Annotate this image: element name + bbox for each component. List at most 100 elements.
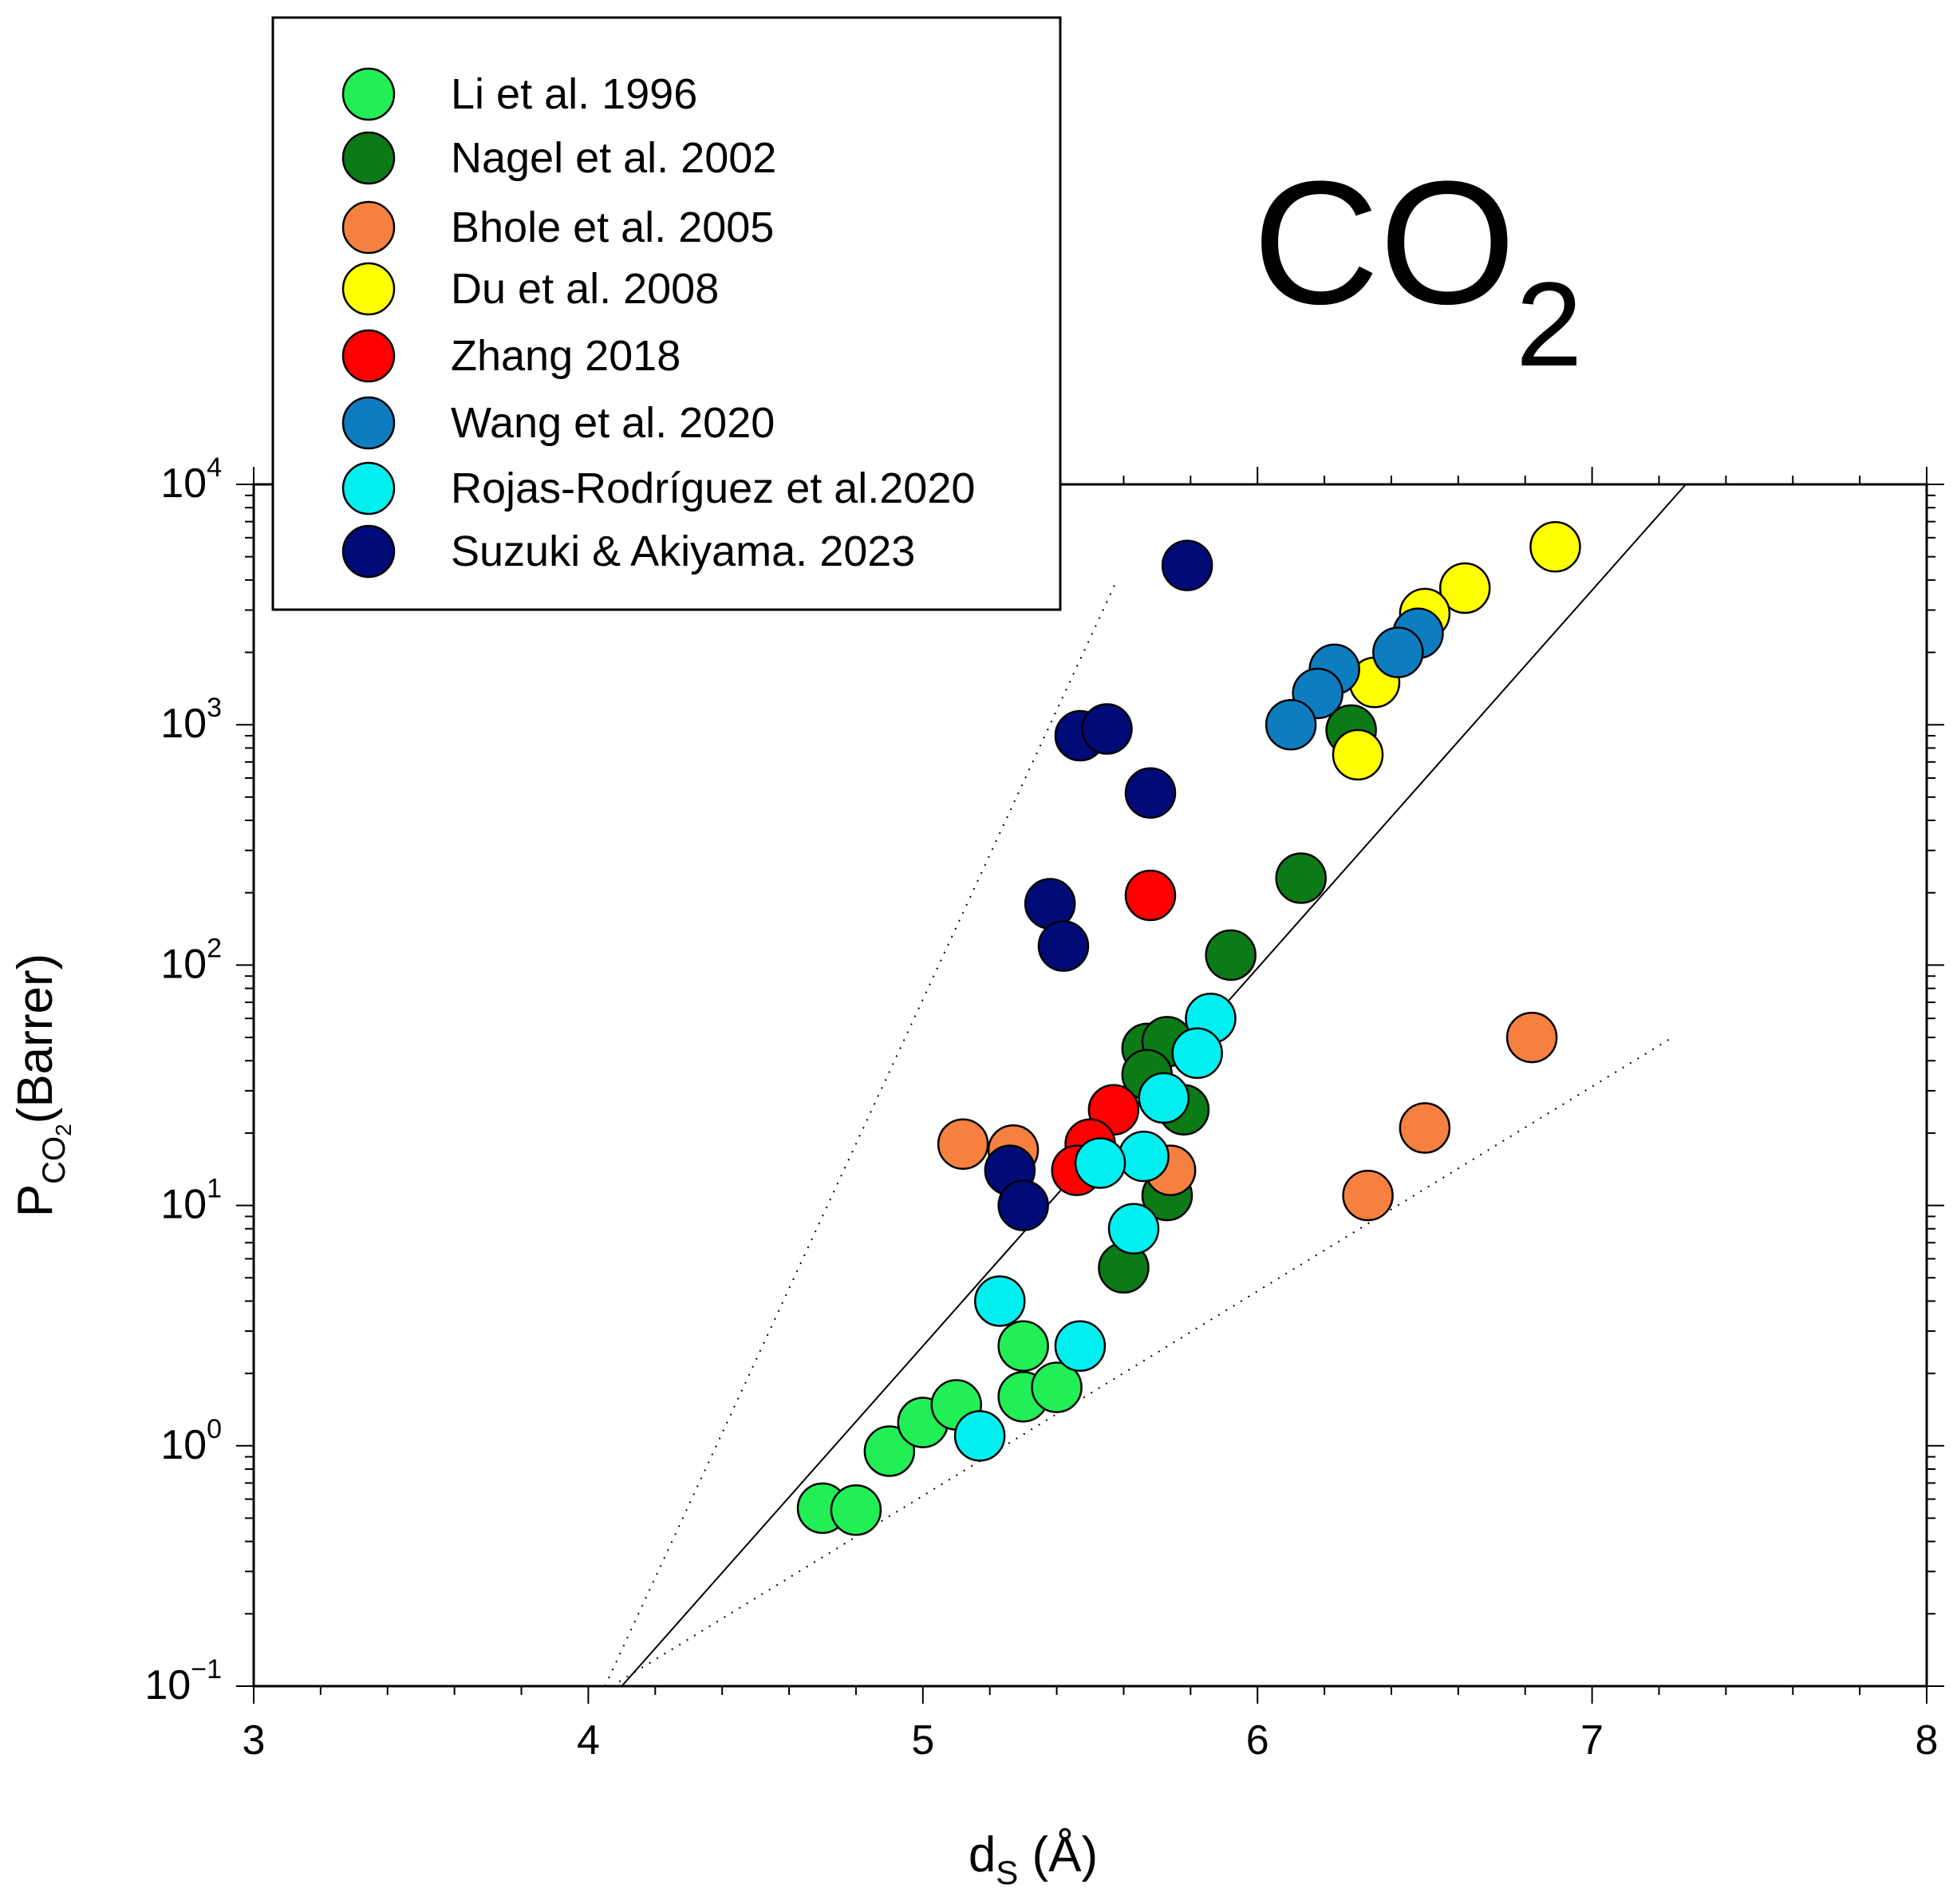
data-point-series-6 xyxy=(1265,698,1317,751)
data-point-series-7 xyxy=(953,1410,1006,1462)
legend-item: Suzuki & Akiyama. 2023 xyxy=(341,524,915,579)
legend-marker xyxy=(341,396,396,450)
data-point-series-2 xyxy=(1275,852,1327,904)
x-tick-label: 3 xyxy=(243,1717,266,1764)
y-tick-base: 10 xyxy=(160,1182,207,1228)
chart-title-subscript: 2 xyxy=(1516,257,1582,391)
data-point-series-8 xyxy=(997,1179,1049,1231)
legend-item: Wang et al. 2020 xyxy=(341,396,775,450)
y-tick-exponent: 1 xyxy=(207,1174,222,1204)
x-tick-label: 8 xyxy=(1916,1717,1939,1764)
legend-label: Zhang 2018 xyxy=(451,332,681,380)
x-tick-labels: 3 4 5 6 7 8 xyxy=(243,1717,1939,1764)
x-axis-label-sub: S xyxy=(996,1854,1018,1891)
legend-item: Nagel et al. 2002 xyxy=(341,131,776,185)
y-tick-exponent: 4 xyxy=(207,452,222,483)
y-axis-label-subsub: 2 xyxy=(51,1124,76,1136)
legend: Li et al. 1996 Nagel et al. 2002 Bhole et … xyxy=(271,16,1062,611)
legend-item: Li et al. 1996 xyxy=(341,67,697,121)
legend-marker xyxy=(341,262,396,316)
y-axis-label: PCO2(Barrer) xyxy=(8,954,76,1218)
legend-marker xyxy=(341,200,396,255)
data-point-series-6 xyxy=(1372,626,1424,678)
y-tick-base: 10 xyxy=(160,1422,207,1468)
x-tick-label: 5 xyxy=(911,1717,934,1764)
data-point-series-1 xyxy=(997,1320,1049,1373)
y-tick-label: 10−1 xyxy=(144,1654,222,1708)
y-tick-base: 10 xyxy=(160,460,207,507)
legend-label: Rojas-Rodríguez et al.2020 xyxy=(451,464,975,512)
data-point-series-3 xyxy=(937,1118,989,1170)
y-tick-exponent: −1 xyxy=(191,1654,222,1685)
y-tick-base: 10 xyxy=(160,701,207,747)
y-axis-label-sub: CO xyxy=(37,1136,72,1184)
y-tick-base: 10 xyxy=(144,1662,191,1708)
legend-box xyxy=(271,16,1062,611)
data-point-series-1 xyxy=(830,1484,882,1536)
x-tick-label: 4 xyxy=(577,1717,600,1764)
plot-frame xyxy=(252,483,1928,1688)
data-point-series-4 xyxy=(1529,520,1581,573)
legend-item: Bhole et al. 2005 xyxy=(341,200,774,255)
x-axis-label: dS (Å) xyxy=(969,1827,1098,1891)
data-point-series-5 xyxy=(1124,869,1177,922)
data-point-series-3 xyxy=(1342,1169,1394,1222)
data-point-series-4 xyxy=(1332,729,1384,781)
data-point-series-8 xyxy=(1124,767,1177,819)
reference-line-dotted-lower xyxy=(611,1037,1673,1687)
data-point-series-3 xyxy=(1399,1102,1451,1154)
legend-label: Nagel et al. 2002 xyxy=(451,134,776,182)
legend-items: Li et al. 1996 Nagel et al. 2002 Bhole et … xyxy=(341,67,975,579)
data-point-series-1 xyxy=(1031,1361,1083,1413)
legend-item: Zhang 2018 xyxy=(341,329,681,383)
x-axis-label-main: d xyxy=(969,1827,996,1882)
y-tick-label: 100 xyxy=(160,1414,222,1468)
data-point-series-3 xyxy=(1505,1011,1558,1064)
y-tick-label: 104 xyxy=(160,452,222,507)
data-points xyxy=(796,520,1581,1536)
y-tick-exponent: 3 xyxy=(207,693,222,723)
y-tick-label: 102 xyxy=(160,933,222,987)
data-point-series-7 xyxy=(1107,1203,1160,1255)
legend-label: Li et al. 1996 xyxy=(451,70,697,118)
legend-marker xyxy=(341,461,396,516)
data-point-series-4 xyxy=(1438,562,1491,614)
data-point-series-8 xyxy=(1037,920,1090,972)
legend-marker xyxy=(341,524,396,579)
data-point-series-2 xyxy=(1205,929,1257,982)
legend-label: Wang et al. 2020 xyxy=(451,399,775,447)
data-point-series-7 xyxy=(1118,1130,1170,1183)
data-point-series-7 xyxy=(1074,1137,1126,1189)
legend-label: Du et al. 2008 xyxy=(451,265,719,313)
data-point-series-7 xyxy=(1138,1072,1190,1124)
x-axis-label-unit: (Å) xyxy=(1018,1827,1098,1882)
legend-label: Bhole et al. 2005 xyxy=(451,203,774,251)
axis-ticks xyxy=(236,467,1944,1704)
x-tick-label: 6 xyxy=(1246,1717,1269,1764)
y-axis-label-main: P xyxy=(8,1184,63,1217)
legend-item: Du et al. 2008 xyxy=(341,262,719,316)
data-point-series-8 xyxy=(1081,703,1133,755)
data-point-series-8 xyxy=(1161,539,1213,591)
chart-title-main: CO xyxy=(1253,144,1516,341)
data-point-series-7 xyxy=(1171,1027,1223,1080)
legend-marker xyxy=(341,131,396,185)
y-tick-exponent: 2 xyxy=(207,933,222,963)
data-point-series-1 xyxy=(863,1425,916,1477)
legend-label: Suzuki & Akiyama. 2023 xyxy=(451,527,915,575)
y-tick-exponent: 0 xyxy=(207,1414,222,1444)
data-point-series-7 xyxy=(1054,1320,1107,1373)
x-tick-label: 7 xyxy=(1580,1717,1604,1764)
y-tick-base: 10 xyxy=(160,941,207,987)
reference-line-dotted-upper xyxy=(604,579,1118,1687)
data-point-series-7 xyxy=(974,1275,1026,1327)
legend-item: Rojas-Rodríguez et al.2020 xyxy=(341,461,975,516)
legend-marker xyxy=(341,329,396,383)
y-tick-label: 101 xyxy=(160,1174,222,1228)
chart-title: CO2 xyxy=(1253,144,1582,391)
legend-marker xyxy=(341,67,396,121)
y-axis-label-unit: (Barrer) xyxy=(8,954,63,1124)
y-tick-label: 103 xyxy=(160,693,222,747)
